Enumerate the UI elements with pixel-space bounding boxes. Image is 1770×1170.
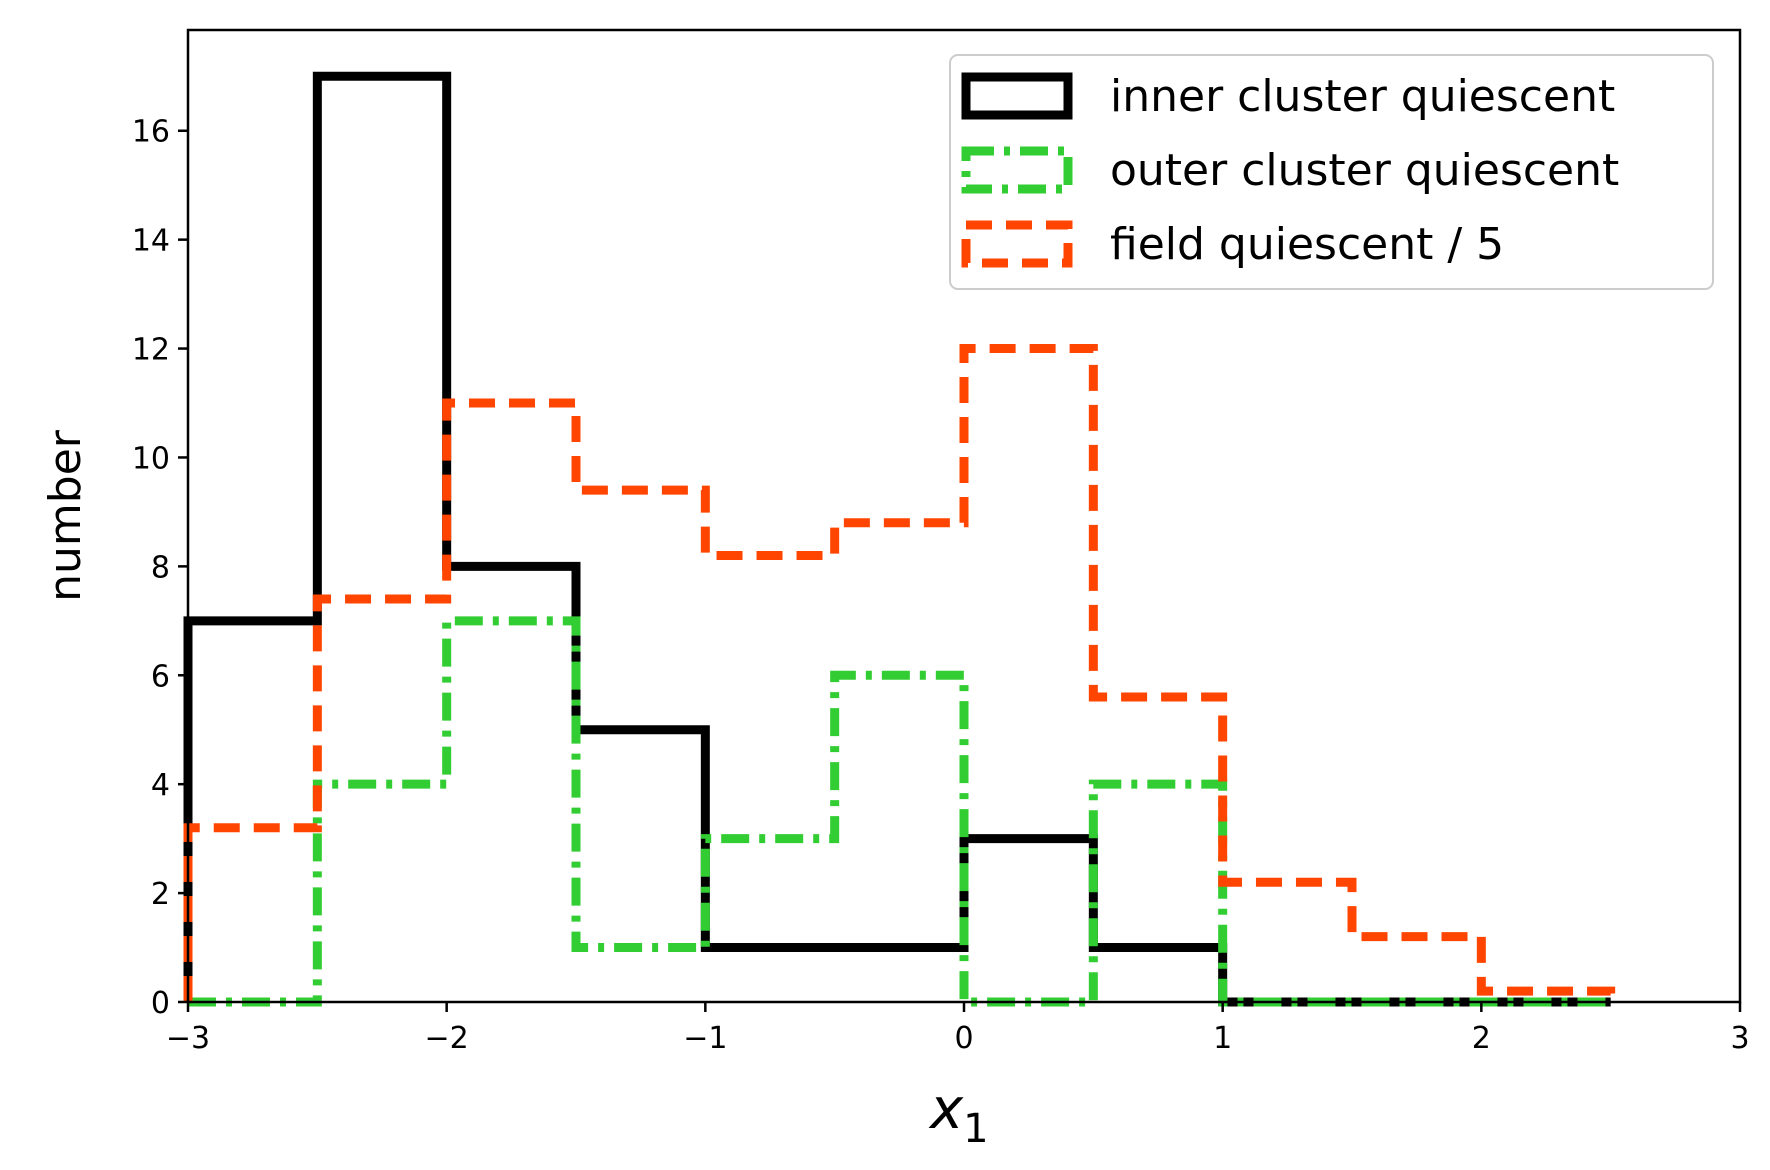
legend-swatch-2 (961, 146, 1073, 194)
series-step-2 (188, 616, 1611, 1007)
y-tick-label: 16 (132, 115, 170, 150)
legend-box (949, 54, 1714, 290)
y-tick-label: 2 (151, 877, 170, 912)
y-tick-label: 10 (132, 441, 170, 476)
legend: inner cluster quiescent outer cluster qui… (949, 54, 1714, 290)
series-step-3 (183, 344, 1616, 1002)
x-tick-label: 2 (1472, 1021, 1491, 1056)
y-tick-label: 6 (151, 659, 170, 694)
legend-label-1: inner cluster quiescent (1110, 71, 1615, 122)
y-axis: 0 2 4 6 8 10 12 14 16 (132, 115, 188, 1021)
x-axis: −3 −2 −1 0 1 2 3 (166, 1002, 1750, 1056)
series-layer (183, 71, 1616, 1007)
legend-swatch-1 (961, 72, 1073, 120)
x-tick-label: −1 (683, 1021, 727, 1056)
x-axis-label-base: x (928, 1077, 964, 1142)
y-tick-label: 8 (151, 550, 170, 585)
y-tick-label: 12 (132, 333, 170, 368)
legend-swatch-3 (961, 220, 1073, 268)
x-tick-label: 3 (1730, 1021, 1749, 1056)
x-tick-label: −2 (425, 1021, 469, 1056)
x-tick-label: 0 (954, 1021, 973, 1056)
y-tick-label: 0 (151, 986, 170, 1021)
y-tick-label: 14 (132, 224, 170, 259)
x-axis-label: x1 (928, 1077, 989, 1152)
x-axis-label-subscript: 1 (963, 1106, 988, 1152)
legend-label-3: field quiescent / 5 (1110, 219, 1504, 270)
x-tick-label: −3 (166, 1021, 210, 1056)
legend-label-2: outer cluster quiescent (1110, 145, 1619, 196)
y-axis-label: number (40, 429, 91, 602)
y-tick-label: 4 (151, 768, 170, 803)
x-tick-label: 1 (1213, 1021, 1232, 1056)
